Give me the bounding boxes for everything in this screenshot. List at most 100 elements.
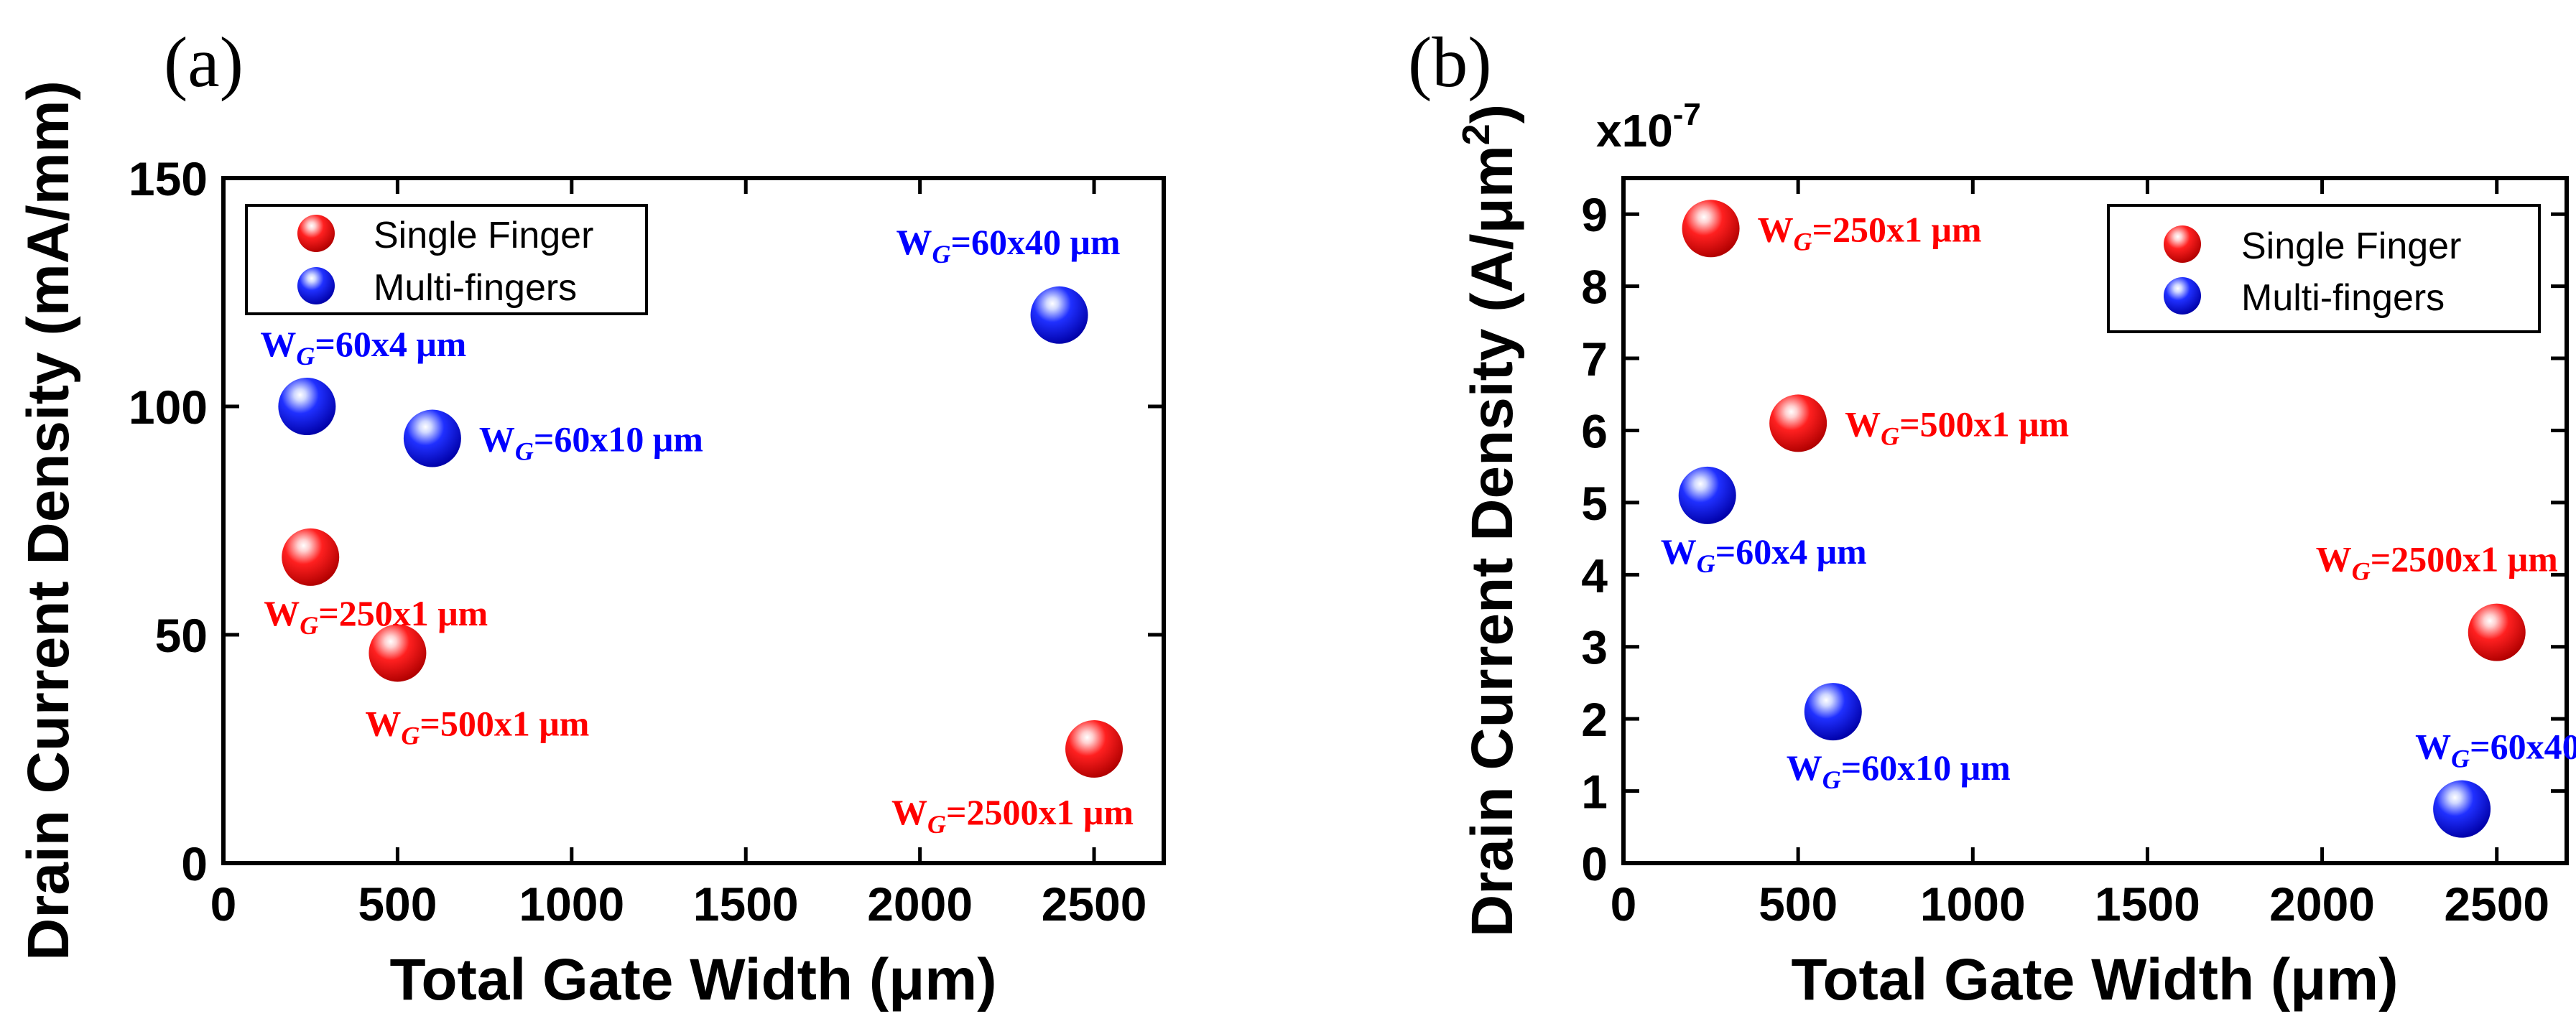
multi-finger-point [1678, 466, 1736, 524]
annotation-subscript: G [1822, 765, 1841, 794]
y-tick-label: 5 [1581, 477, 1608, 530]
panel-b-data-points [1678, 200, 2526, 838]
x-tick-label: 500 [1759, 877, 1838, 931]
single-finger-point [1682, 200, 1740, 258]
annotation-text: =250x1 μm [1812, 209, 1982, 249]
panel-b: (b) x10-7 0 1 2 3 4 5 6 7 8 9 0 500 1000 1500 2000 250… [1408, 22, 2576, 1012]
multi-finger-point [403, 409, 461, 467]
panel-b-y-exponent-power: -7 [1673, 97, 1701, 132]
panel-a-label: (a) [164, 22, 244, 102]
annotation-subscript: G [2352, 557, 2371, 586]
point-annotation: WG=500x1 μm [365, 703, 589, 750]
annotation-text: =60x10 μm [1841, 747, 2011, 788]
y-tick-label: 1 [1581, 765, 1608, 819]
annotation-subscript: G [1881, 421, 1899, 450]
panel-a: (a) 0 50 100 150 0 500 1000 1500 2000 2500 Total… [16, 22, 1166, 1012]
annotation-prefix: W [891, 792, 927, 832]
annotation-prefix: W [2415, 727, 2451, 767]
panel-b-y-axis-label-main: Drain Current Density (A/μm [1460, 145, 1525, 937]
panel-b-legend-marker-single [2164, 225, 2201, 263]
y-tick-label: 6 [1581, 404, 1608, 457]
annotation-subscript: G [296, 342, 315, 371]
annotation-prefix: W [1758, 209, 1794, 249]
multi-finger-point [1030, 286, 1088, 344]
panel-b-x-axis-label: Total Gate Width (μm) [1791, 947, 2398, 1012]
annotation-subscript: G [2451, 745, 2470, 773]
annotation-prefix: W [264, 593, 300, 633]
panel-a-plot-frame [221, 176, 1166, 865]
panel-b-y-axis-label: Drain Current Density (A/μm2) [1455, 104, 1525, 937]
multi-finger-point [2433, 780, 2491, 838]
annotation-subscript: G [1697, 549, 1715, 578]
annotation-text: =500x1 μm [420, 703, 589, 743]
point-annotation: WG=60x4 μm [260, 324, 466, 371]
panel-a-legend-marker-single [297, 215, 335, 252]
point-annotation: WG=250x1 μm [1758, 209, 1982, 256]
x-tick-label: 500 [358, 877, 437, 931]
multi-finger-point [1804, 683, 1862, 741]
panel-b-legend: Single Finger Multi-fingers [2107, 204, 2541, 333]
x-tick-label: 1000 [1920, 877, 2026, 931]
y-tick-label: 2 [1581, 693, 1608, 746]
panel-b-y-axis-label-end: ) [1460, 104, 1525, 124]
annotation-subscript: G [927, 810, 946, 839]
y-tick-label: 8 [1581, 261, 1608, 314]
annotation-prefix: W [1787, 747, 1822, 788]
annotation-subscript: G [1794, 227, 1812, 256]
multi-finger-point [278, 378, 336, 435]
y-tick-label: 150 [129, 152, 208, 205]
annotation-prefix: W [1661, 531, 1697, 572]
panel-b-plot-frame [1621, 176, 2569, 865]
annotation-prefix: W [260, 324, 296, 364]
x-tick-label: 1500 [2095, 877, 2200, 931]
x-tick-label: 2500 [2444, 877, 2549, 931]
annotation-text: =2500x1 μm [946, 792, 1134, 832]
panel-a-legend-label-multi: Multi-fingers [374, 267, 577, 309]
y-tick-label: 4 [1581, 549, 1608, 602]
panel-a-data-points [278, 286, 1123, 778]
point-annotation: WG=500x1 μm [1845, 404, 2069, 450]
annotation-prefix: W [896, 222, 932, 262]
point-annotation: WG=60x10 μm [479, 419, 703, 466]
point-annotation: WG=2500x1 μm [2316, 539, 2558, 586]
annotation-text: =60x4 μm [315, 324, 466, 364]
x-tick-label: 0 [210, 877, 237, 931]
panel-b-y-exponent: x10-7 [1596, 97, 1701, 157]
annotation-prefix: W [365, 703, 401, 743]
single-finger-point [369, 624, 427, 682]
y-tick-label: 0 [1581, 837, 1608, 890]
single-finger-point [1769, 394, 1827, 452]
y-tick-label: 0 [181, 837, 208, 890]
panel-b-legend-label-multi: Multi-fingers [2241, 277, 2445, 319]
y-tick-label: 9 [1581, 188, 1608, 241]
annotation-text: =250x1 μm [318, 593, 488, 633]
x-tick-label: 1500 [693, 877, 799, 931]
panel-a-legend: Single Finger Multi-fingers [245, 204, 648, 315]
annotation-prefix: W [2316, 539, 2352, 579]
panel-a-legend-label-single: Single Finger [374, 215, 593, 256]
y-tick-label: 50 [155, 609, 208, 662]
y-tick-label: 3 [1581, 621, 1608, 674]
annotation-prefix: W [479, 419, 515, 460]
point-annotation: WG=60x4 μm [1661, 531, 1867, 578]
single-finger-point [2468, 603, 2526, 661]
annotation-subscript: G [515, 437, 534, 466]
panel-b-y-exponent-base: x10 [1596, 105, 1673, 157]
panel-a-y-ticks: 0 50 100 150 [129, 152, 1164, 890]
x-tick-label: 2500 [1042, 877, 1147, 931]
x-tick-label: 0 [1611, 877, 1637, 931]
annotation-prefix: W [1845, 404, 1881, 444]
y-tick-label: 7 [1581, 332, 1608, 386]
annotation-text: =60x40 μm [951, 222, 1121, 262]
x-tick-label: 1000 [519, 877, 624, 931]
y-tick-label: 100 [129, 381, 208, 434]
panel-a-legend-marker-multi [297, 267, 335, 304]
point-annotation: WG=2500x1 μm [891, 792, 1134, 839]
panel-b-x-ticks: 0 500 1000 1500 2000 2500 [1611, 178, 2549, 931]
point-annotation: WG=60x40 μm [2415, 727, 2576, 773]
panel-a-x-ticks: 0 500 1000 1500 2000 2500 [210, 178, 1147, 931]
annotation-subscript: G [401, 721, 420, 750]
point-annotation: WG=60x40 μm [896, 222, 1121, 269]
